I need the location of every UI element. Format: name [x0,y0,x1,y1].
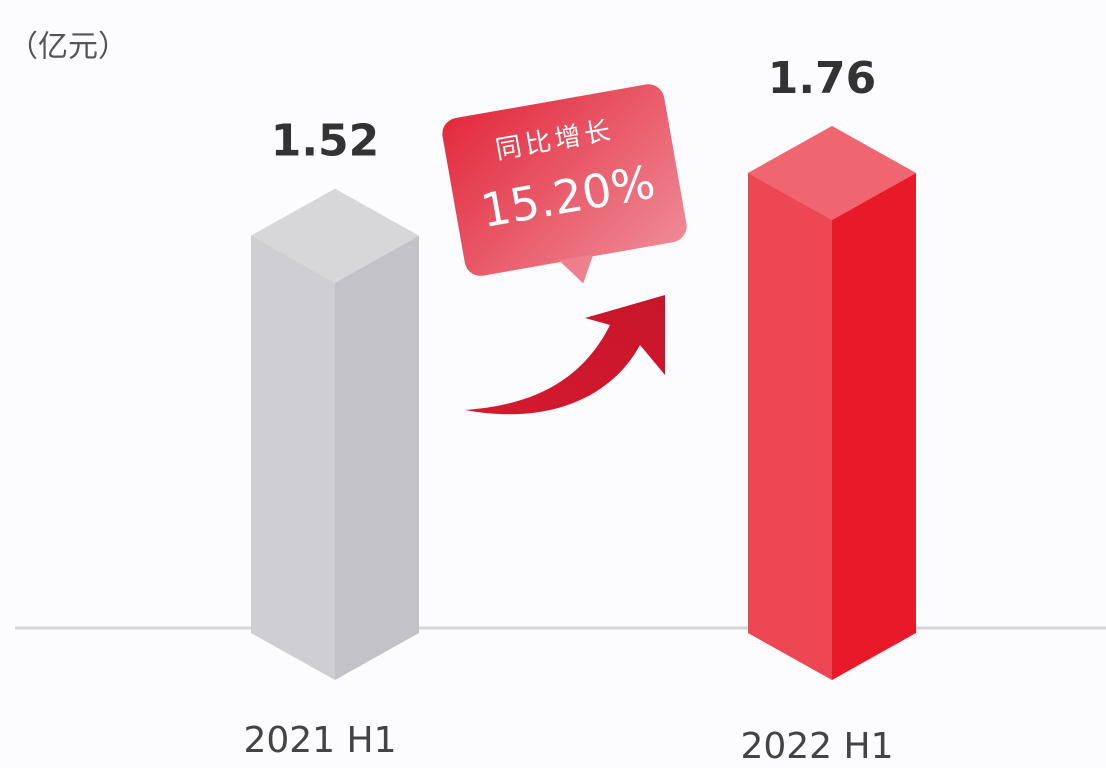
bar-group [748,126,916,680]
x-tick-label: 2021 H1 [243,720,396,761]
bar-side [335,235,419,680]
bar [748,173,832,680]
bar [251,235,335,680]
growth-arrow [465,295,665,415]
bar-top [748,126,916,220]
value-label: 1.76 [768,53,877,104]
shade [748,173,832,680]
bubble-tail [558,254,594,284]
bubble-body [442,84,687,276]
bar-group [251,188,419,680]
bar-side [832,173,916,680]
x-tick-label: 2022 H1 [740,726,893,767]
value-label: 1.52 [271,116,380,167]
shade [335,235,419,680]
shade [251,235,335,680]
unit-label: （亿元） [8,30,128,65]
shade [748,126,916,220]
shade [832,173,916,680]
bar-top [251,188,419,283]
annotation-bubble: 同比增长 15.20% [442,84,687,284]
shade [251,188,419,283]
